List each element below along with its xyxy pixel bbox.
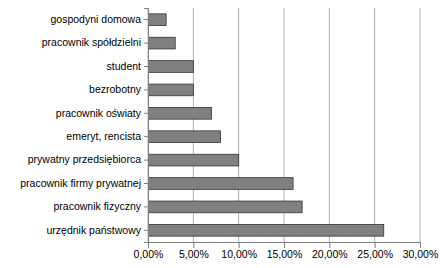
bar (148, 224, 384, 236)
tick: 0,00% (134, 242, 164, 260)
tick-mark (144, 66, 148, 67)
tick-label: 20,00% (312, 248, 348, 260)
tick: emeryt, rencista (66, 130, 148, 142)
tick: urzędnik państwowy (46, 224, 148, 236)
bar (148, 178, 293, 190)
category-label: pracownik firmy prywatnej (20, 177, 141, 189)
bar (148, 154, 239, 166)
tick: bezrobotny (89, 83, 148, 95)
category-label: pracownik oświaty (56, 107, 142, 119)
category-label: emeryt, rencista (66, 130, 141, 142)
tick-label: 30,00% (403, 248, 439, 260)
tick: student (107, 60, 148, 72)
bar (148, 14, 166, 26)
tick-mark (329, 242, 330, 248)
tick-label: 10,00% (221, 248, 257, 260)
category-label: urzędnik państwowy (46, 224, 141, 236)
tick-label: 25,00% (357, 248, 393, 260)
tick-mark (193, 242, 194, 248)
tick-mark (284, 242, 285, 248)
tick: 25,00% (357, 242, 393, 260)
tick-mark (144, 183, 148, 184)
category-label: gospodyni domowa (51, 13, 142, 25)
plot: 0,00% 5,00% 10,00% 15,00% 20,00% 25,00% 30,00%… (20, 8, 438, 260)
grid (148, 8, 420, 242)
tick-mark (239, 242, 240, 248)
grid-line (420, 8, 421, 242)
category-axis: gospodyni domowa pracownik spółdzielni stu… (20, 9, 148, 243)
tick: 20,00% (312, 242, 348, 260)
bars (148, 14, 384, 236)
tick: pracownik spółdzielni (42, 36, 148, 48)
category-label: prywatny przedsiębiorca (28, 153, 141, 165)
chart: 0,00% 5,00% 10,00% 15,00% 20,00% 25,00% 30,00%… (0, 0, 442, 268)
tick: 15,00% (267, 242, 303, 260)
tick: pracownik oświaty (56, 107, 148, 119)
tick-mark (144, 136, 148, 137)
category-label: student (107, 60, 142, 72)
tick-mark (144, 206, 148, 207)
tick: 30,00% (403, 242, 439, 260)
tick-label: 0,00% (134, 248, 164, 260)
tick: pracownik firmy prywatnej (20, 177, 148, 189)
bar (148, 131, 221, 143)
tick-mark (144, 19, 148, 20)
tick: pracownik fizyczny (53, 200, 148, 212)
category-label: bezrobotny (89, 83, 142, 95)
tick: prywatny przedsiębiorca (28, 153, 148, 165)
tick-mark (144, 43, 148, 44)
tick: gospodyni domowa (51, 13, 148, 25)
tick-mark (144, 89, 148, 90)
tick-label: 15,00% (267, 248, 303, 260)
axis-line (144, 9, 149, 243)
tick-label: 5,00% (179, 248, 209, 260)
bar (148, 201, 302, 213)
bar (148, 107, 211, 119)
bar (148, 61, 193, 73)
category-label: pracownik fizyczny (53, 200, 141, 212)
tick-mark (144, 113, 148, 114)
bar (148, 84, 193, 96)
grid-line (329, 8, 330, 242)
value-axis: 0,00% 5,00% 10,00% 15,00% 20,00% 25,00% 30,00% (134, 242, 439, 260)
tick-mark (144, 160, 148, 161)
tick-mark (420, 242, 421, 248)
category-label: pracownik spółdzielni (42, 36, 141, 48)
tick-mark (375, 242, 376, 248)
grid-line (374, 8, 375, 242)
tick: 10,00% (221, 242, 257, 260)
bar (148, 37, 175, 49)
tick: 5,00% (179, 242, 209, 260)
tick-mark (144, 230, 148, 231)
